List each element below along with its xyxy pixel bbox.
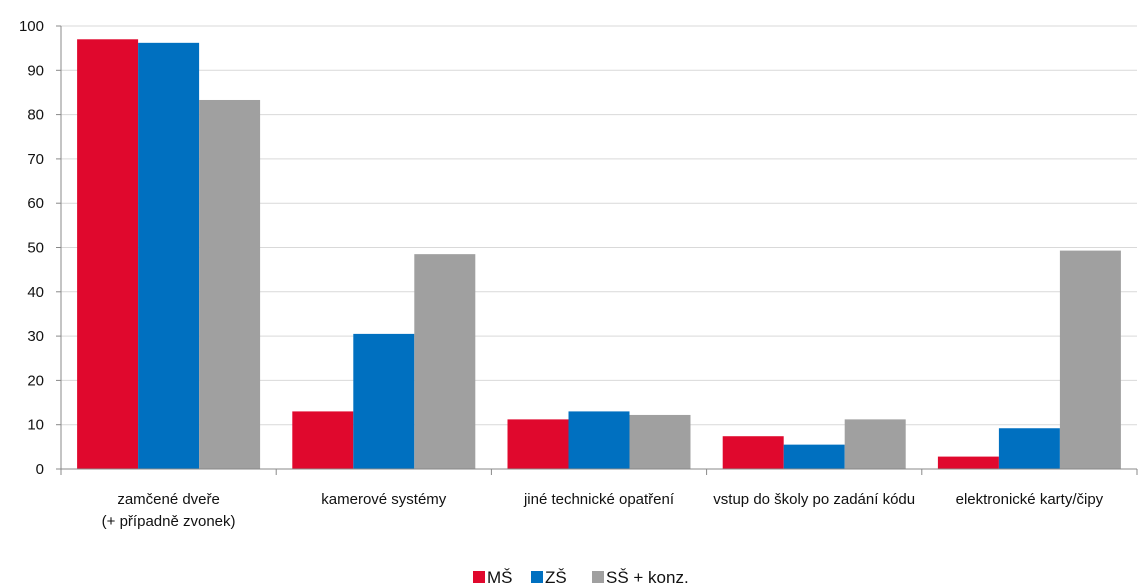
bar-s-konz--3 bbox=[844, 419, 906, 469]
bar-m--1 bbox=[292, 411, 354, 469]
bar-m--4 bbox=[937, 456, 999, 469]
y-tick-label: 20 bbox=[27, 372, 44, 389]
y-tick-label: 70 bbox=[27, 151, 44, 168]
category-label: vstup do školy po zadání kódu bbox=[713, 491, 915, 508]
category-label: kamerové systémy bbox=[321, 491, 447, 508]
bar-s-konz--0 bbox=[199, 99, 261, 469]
legend-label: MŠ bbox=[487, 568, 513, 587]
bar-z--2 bbox=[568, 411, 630, 469]
category-label: zamčené dveře bbox=[117, 491, 220, 508]
legend-label: SŠ + konz. bbox=[606, 568, 689, 587]
bar-z--1 bbox=[353, 333, 415, 469]
y-tick-label: 40 bbox=[27, 284, 44, 301]
bars bbox=[77, 39, 1121, 470]
y-tick-label: 50 bbox=[27, 240, 44, 257]
legend-label: ZŠ bbox=[545, 568, 567, 587]
y-tick-label: 10 bbox=[27, 417, 44, 434]
category-labels: zamčené dveře (+ případně zvonek) kamerové… bbox=[102, 491, 1104, 530]
bar-m--2 bbox=[507, 419, 569, 469]
bar-m--3 bbox=[722, 436, 784, 469]
legend-swatch bbox=[473, 571, 485, 583]
legend-swatch bbox=[592, 571, 604, 583]
y-tick-labels: 0 10 20 30 40 50 60 70 80 90 100 bbox=[19, 18, 44, 478]
y-tick-label: 60 bbox=[27, 195, 44, 212]
bar-s-konz--4 bbox=[1059, 250, 1121, 469]
axes bbox=[56, 25, 1138, 475]
category-label: (+ případně zvonek) bbox=[102, 513, 236, 530]
bar-s-konz--2 bbox=[629, 414, 691, 469]
bar-z--0 bbox=[138, 42, 200, 470]
y-tick-label: 30 bbox=[27, 328, 44, 345]
category-label: jiné technické opatření bbox=[523, 491, 675, 508]
y-tick-label: 100 bbox=[19, 18, 44, 35]
y-tick-label: 90 bbox=[27, 62, 44, 79]
bar-z--4 bbox=[998, 428, 1060, 469]
y-tick-label: 0 bbox=[36, 461, 44, 478]
legend-swatch bbox=[531, 571, 543, 583]
y-tick-label: 80 bbox=[27, 107, 44, 124]
category-label: elektronické karty/čipy bbox=[956, 491, 1104, 508]
legend: MŠ ZŠ SŠ + konz. bbox=[473, 568, 689, 587]
bar-s-konz--1 bbox=[414, 254, 476, 469]
bar-m--0 bbox=[77, 39, 139, 469]
bar-z--3 bbox=[783, 444, 845, 469]
